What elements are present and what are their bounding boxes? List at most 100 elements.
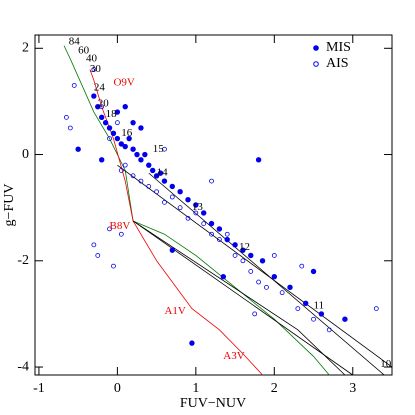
data-point <box>201 221 207 226</box>
data-point <box>118 168 124 173</box>
legend-label: MIS <box>326 40 351 55</box>
data-point <box>248 269 254 274</box>
data-point <box>232 242 238 248</box>
annotation: A3V <box>223 350 244 362</box>
data-point <box>146 162 152 168</box>
data-point <box>122 104 128 110</box>
data-point <box>200 210 207 216</box>
model-track <box>117 164 393 368</box>
data-point <box>169 183 176 190</box>
data-point <box>302 300 309 306</box>
data-point <box>71 83 77 88</box>
data-point <box>259 258 266 264</box>
x-tick-label: 3 <box>349 381 356 396</box>
data-point <box>91 67 97 72</box>
data-point <box>177 205 183 211</box>
annotation: 12 <box>239 241 250 253</box>
data-point <box>169 247 176 253</box>
data-point <box>107 136 112 141</box>
y-tick-label: -4 <box>17 359 29 374</box>
data-point <box>232 253 238 258</box>
annotation: 40 <box>86 52 98 64</box>
plot-frame <box>34 34 393 376</box>
data-point <box>162 199 167 205</box>
annotation: 84 <box>69 35 81 47</box>
y-tick-label: 0 <box>22 147 29 162</box>
data-point <box>161 178 168 184</box>
legend-marker <box>313 61 319 67</box>
annotation: 11 <box>314 299 325 311</box>
y-tick-label: 2 <box>22 41 29 56</box>
data-point <box>248 252 254 259</box>
data-point <box>134 151 140 158</box>
data-point <box>185 215 191 221</box>
data-point <box>114 135 121 142</box>
data-point <box>146 184 152 189</box>
data-point <box>271 274 278 280</box>
model-track <box>148 172 385 376</box>
data-point <box>318 311 325 317</box>
data-point <box>142 151 148 158</box>
legend-label: AIS <box>326 56 349 71</box>
annotation: 20 <box>98 98 110 110</box>
annotation: 18 <box>106 108 118 120</box>
data-point <box>91 242 97 248</box>
x-tick-label: -1 <box>33 381 45 396</box>
x-tick-label: 2 <box>271 381 278 396</box>
data-point <box>271 253 277 258</box>
legend-marker <box>313 45 319 51</box>
data-point <box>224 231 230 237</box>
data-point <box>209 178 214 184</box>
data-point <box>256 279 262 285</box>
data-point <box>252 311 258 317</box>
y-tick-label: -2 <box>17 253 29 268</box>
x-tick-label: 0 <box>114 381 121 396</box>
annotation: 14 <box>157 167 169 179</box>
data-point <box>95 253 101 258</box>
data-point <box>118 141 125 147</box>
data-point <box>138 157 144 163</box>
data-point <box>287 284 293 291</box>
data-point <box>106 125 113 131</box>
data-point <box>153 173 160 179</box>
data-point <box>311 316 316 322</box>
data-point <box>193 210 199 216</box>
data-point <box>224 236 230 243</box>
x-axis-label: FUV−NUV <box>180 396 246 411</box>
data-point <box>373 306 379 311</box>
data-point <box>122 143 128 150</box>
annotation: 10 <box>380 358 392 370</box>
data-point <box>114 120 120 126</box>
data-point <box>98 157 105 163</box>
annotation: 16 <box>121 127 133 139</box>
data-point <box>177 189 183 195</box>
data-point <box>138 178 144 184</box>
data-point <box>149 167 156 174</box>
annotation: 60 <box>78 44 90 56</box>
data-point <box>255 157 262 163</box>
data-point <box>126 135 132 142</box>
data-point <box>193 202 199 208</box>
data-point <box>209 231 214 237</box>
data-point <box>99 104 105 110</box>
annotation: 13 <box>192 201 204 213</box>
data-point <box>102 119 109 126</box>
x-tick-label: 1 <box>192 381 199 396</box>
annotation: A1V <box>164 305 185 317</box>
data-point <box>67 125 73 131</box>
annotation: 24 <box>94 82 106 94</box>
data-point <box>326 327 332 333</box>
data-point <box>342 316 348 322</box>
data-point <box>110 130 117 136</box>
data-point <box>111 263 116 269</box>
data-point <box>75 146 81 152</box>
model-track <box>132 220 353 376</box>
data-point <box>162 146 167 152</box>
data-point <box>216 226 223 232</box>
model-track <box>132 220 346 376</box>
data-point <box>91 93 97 99</box>
data-point <box>299 263 305 269</box>
data-point <box>240 247 246 253</box>
data-point <box>107 226 112 232</box>
